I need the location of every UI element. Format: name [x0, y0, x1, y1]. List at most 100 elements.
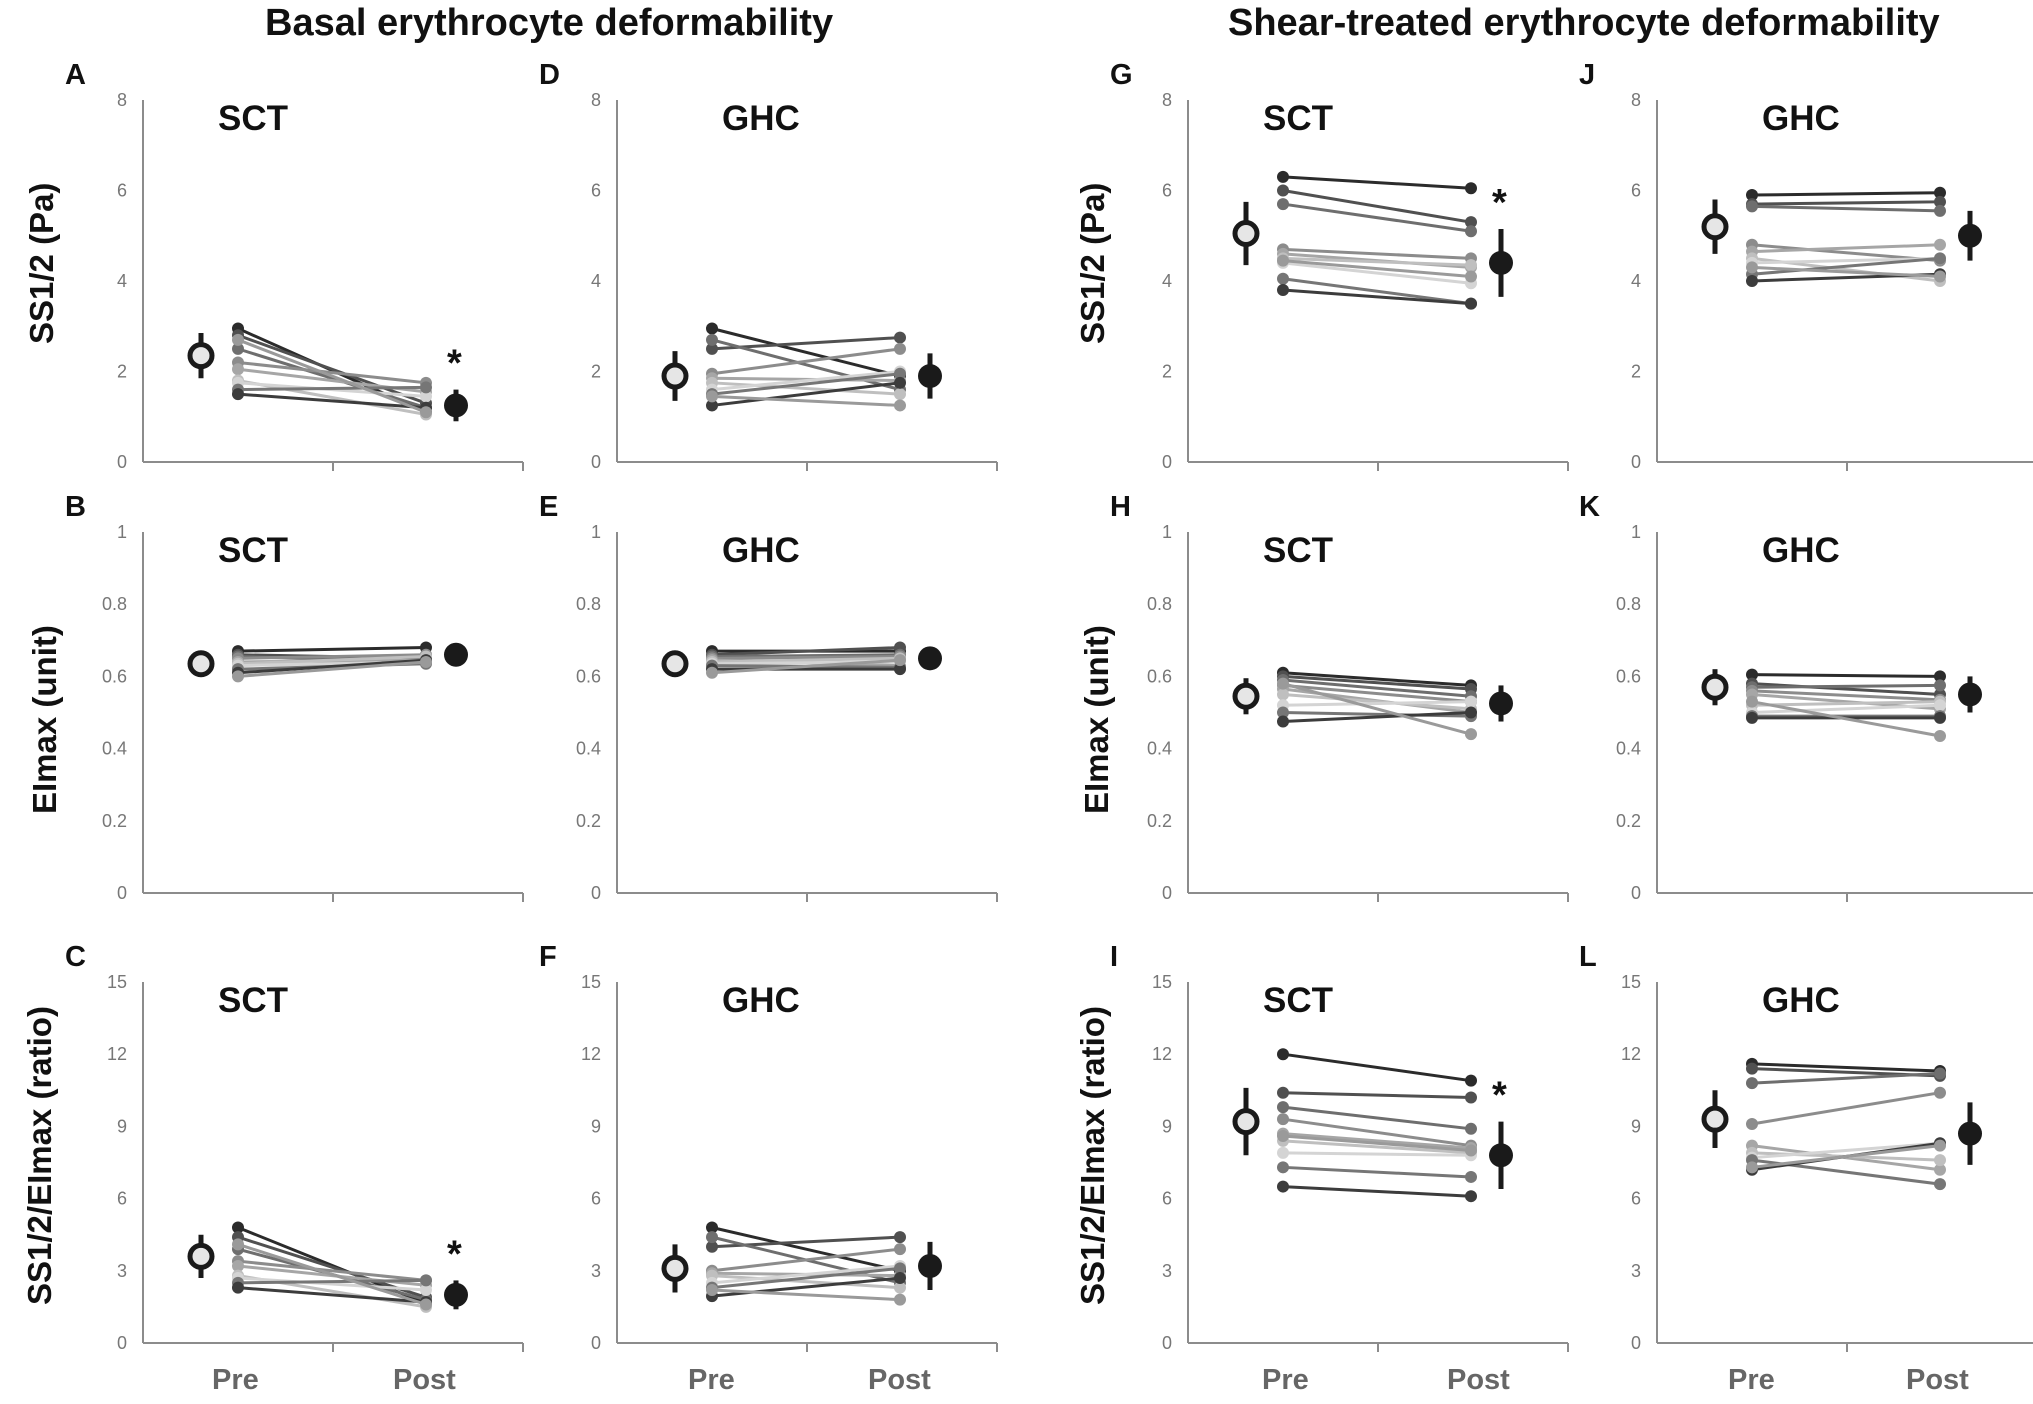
- pre-mean-point: [1232, 682, 1260, 710]
- group-title: SCT: [1263, 981, 1333, 1020]
- xlabel-post-j: Post: [1906, 1364, 1969, 1396]
- y-tick-label: 0.4: [1147, 739, 1172, 759]
- subject-line: [711, 381, 901, 396]
- subject-pre-point: [232, 670, 244, 683]
- subject-post-point: [420, 390, 432, 403]
- y-tick-label: 0.8: [1147, 594, 1172, 614]
- subject-line: [237, 338, 427, 414]
- subject-line: [1282, 683, 1472, 704]
- subject-pre-point: [1277, 1101, 1289, 1114]
- subject-line: [1282, 202, 1472, 233]
- subject-line: [711, 1266, 901, 1290]
- subject-line: [1282, 1117, 1472, 1148]
- subject-line: [1282, 189, 1472, 224]
- y-tick-label: 0.2: [1147, 811, 1172, 831]
- y-tick-label: 12: [107, 1044, 127, 1064]
- y-tick-label: 0: [591, 452, 601, 472]
- post-mean-point: [1958, 1121, 1982, 1146]
- y-tick-label: 3: [1162, 1261, 1172, 1281]
- subject-line: [1751, 700, 1941, 707]
- pre-mean-point: [187, 342, 215, 370]
- group-title: GHC: [1762, 531, 1840, 570]
- subject-pre-point: [1746, 668, 1758, 681]
- subject-series: [1746, 668, 1946, 683]
- subject-line: [711, 327, 901, 378]
- post-mean-point: [1958, 682, 1982, 707]
- y-tick-label: 6: [1631, 1189, 1641, 1209]
- subject-series: [1277, 706, 1477, 728]
- subject-line: [1751, 1144, 1941, 1169]
- subject-pre-point: [1277, 284, 1289, 297]
- subject-series: [1277, 1130, 1477, 1157]
- post-mean-point: [444, 393, 468, 418]
- y-tick-label: 0.8: [102, 594, 127, 614]
- basal-header: Basal erythrocyte deformability: [265, 2, 834, 44]
- y-tick-label: 4: [1162, 271, 1172, 291]
- subject-series: [1746, 1086, 1946, 1130]
- y-tick-label: 6: [591, 1189, 601, 1209]
- subject-line: [1751, 1091, 1941, 1126]
- post-mean-point: [918, 646, 942, 671]
- subject-post-point: [1934, 1163, 1946, 1176]
- ylabel-ss-right: SS1/2 (Pa): [1074, 182, 1111, 344]
- panel-l: 0 3 6 9 12 15 L GHC: [1579, 941, 2033, 1353]
- group-title: GHC: [1762, 981, 1840, 1020]
- subject-line: [237, 646, 427, 653]
- subject-post-point: [1934, 204, 1946, 217]
- subject-pre-point: [1277, 1146, 1289, 1159]
- subject-pre-point: [706, 1240, 718, 1253]
- panel-letter: K: [1579, 491, 1600, 523]
- subject-line: [1282, 1134, 1472, 1152]
- y-tick-label: 9: [1162, 1116, 1172, 1136]
- subject-line: [711, 1226, 901, 1273]
- subject-series: [1277, 170, 1477, 195]
- subject-line: [1282, 1185, 1472, 1198]
- subject-line: [1282, 1091, 1472, 1100]
- y-tick-label: 1: [117, 522, 127, 542]
- ylabel-ratio-left: SS1/2/EImax (ratio): [21, 1006, 58, 1305]
- subject-post-point: [1934, 670, 1946, 683]
- post-mean-point: [444, 642, 468, 667]
- panel-letter: L: [1579, 941, 1597, 973]
- subject-post-point: [1934, 679, 1946, 692]
- subject-line: [1751, 243, 1941, 254]
- subject-line: [1751, 256, 1941, 265]
- subject-post-point: [894, 376, 906, 389]
- subject-line: [711, 394, 901, 407]
- post-mean-point: [918, 364, 942, 389]
- subject-post-point: [1934, 1178, 1946, 1191]
- y-tick-label: 3: [591, 1261, 601, 1281]
- subject-line: [237, 1242, 427, 1306]
- subject-post-point: [1465, 706, 1477, 719]
- subject-post-point: [420, 406, 432, 419]
- subject-line: [711, 1247, 901, 1273]
- y-tick-label: 9: [117, 1116, 127, 1136]
- subject-pre-point: [706, 1284, 718, 1297]
- subject-pre-point: [232, 1221, 244, 1234]
- subject-post-point: [1465, 1190, 1477, 1203]
- y-tick-label: 12: [1621, 1044, 1641, 1064]
- subject-line: [1751, 689, 1941, 702]
- subject-series: [1277, 198, 1477, 238]
- subject-post-point: [894, 1281, 906, 1294]
- y-tick-label: 8: [591, 90, 601, 110]
- panel-b: 0 0.2 0.4 0.6 0.8 1 B SCT: [65, 491, 524, 903]
- subject-post-point: [894, 388, 906, 401]
- y-tick-label: 8: [1631, 90, 1641, 110]
- significance-star: *: [447, 343, 462, 385]
- subject-line: [1751, 673, 1941, 678]
- significance-star: *: [1492, 1075, 1507, 1117]
- ylabel-ratio-right: SS1/2/EImax (ratio): [1074, 1006, 1111, 1305]
- subject-line: [1282, 711, 1472, 724]
- subject-line: [1282, 682, 1472, 736]
- subject-post-point: [1465, 182, 1477, 195]
- subject-post-point: [894, 1293, 906, 1306]
- subject-post-point: [1934, 186, 1946, 199]
- y-tick-label: 6: [591, 181, 601, 201]
- subject-post-point: [1934, 699, 1946, 712]
- subject-post-point: [1934, 270, 1946, 283]
- group-title: GHC: [722, 99, 800, 138]
- ylabel-ss-left: SS1/2 (Pa): [23, 182, 60, 344]
- subject-line: [711, 338, 901, 392]
- y-tick-label: 15: [107, 972, 127, 992]
